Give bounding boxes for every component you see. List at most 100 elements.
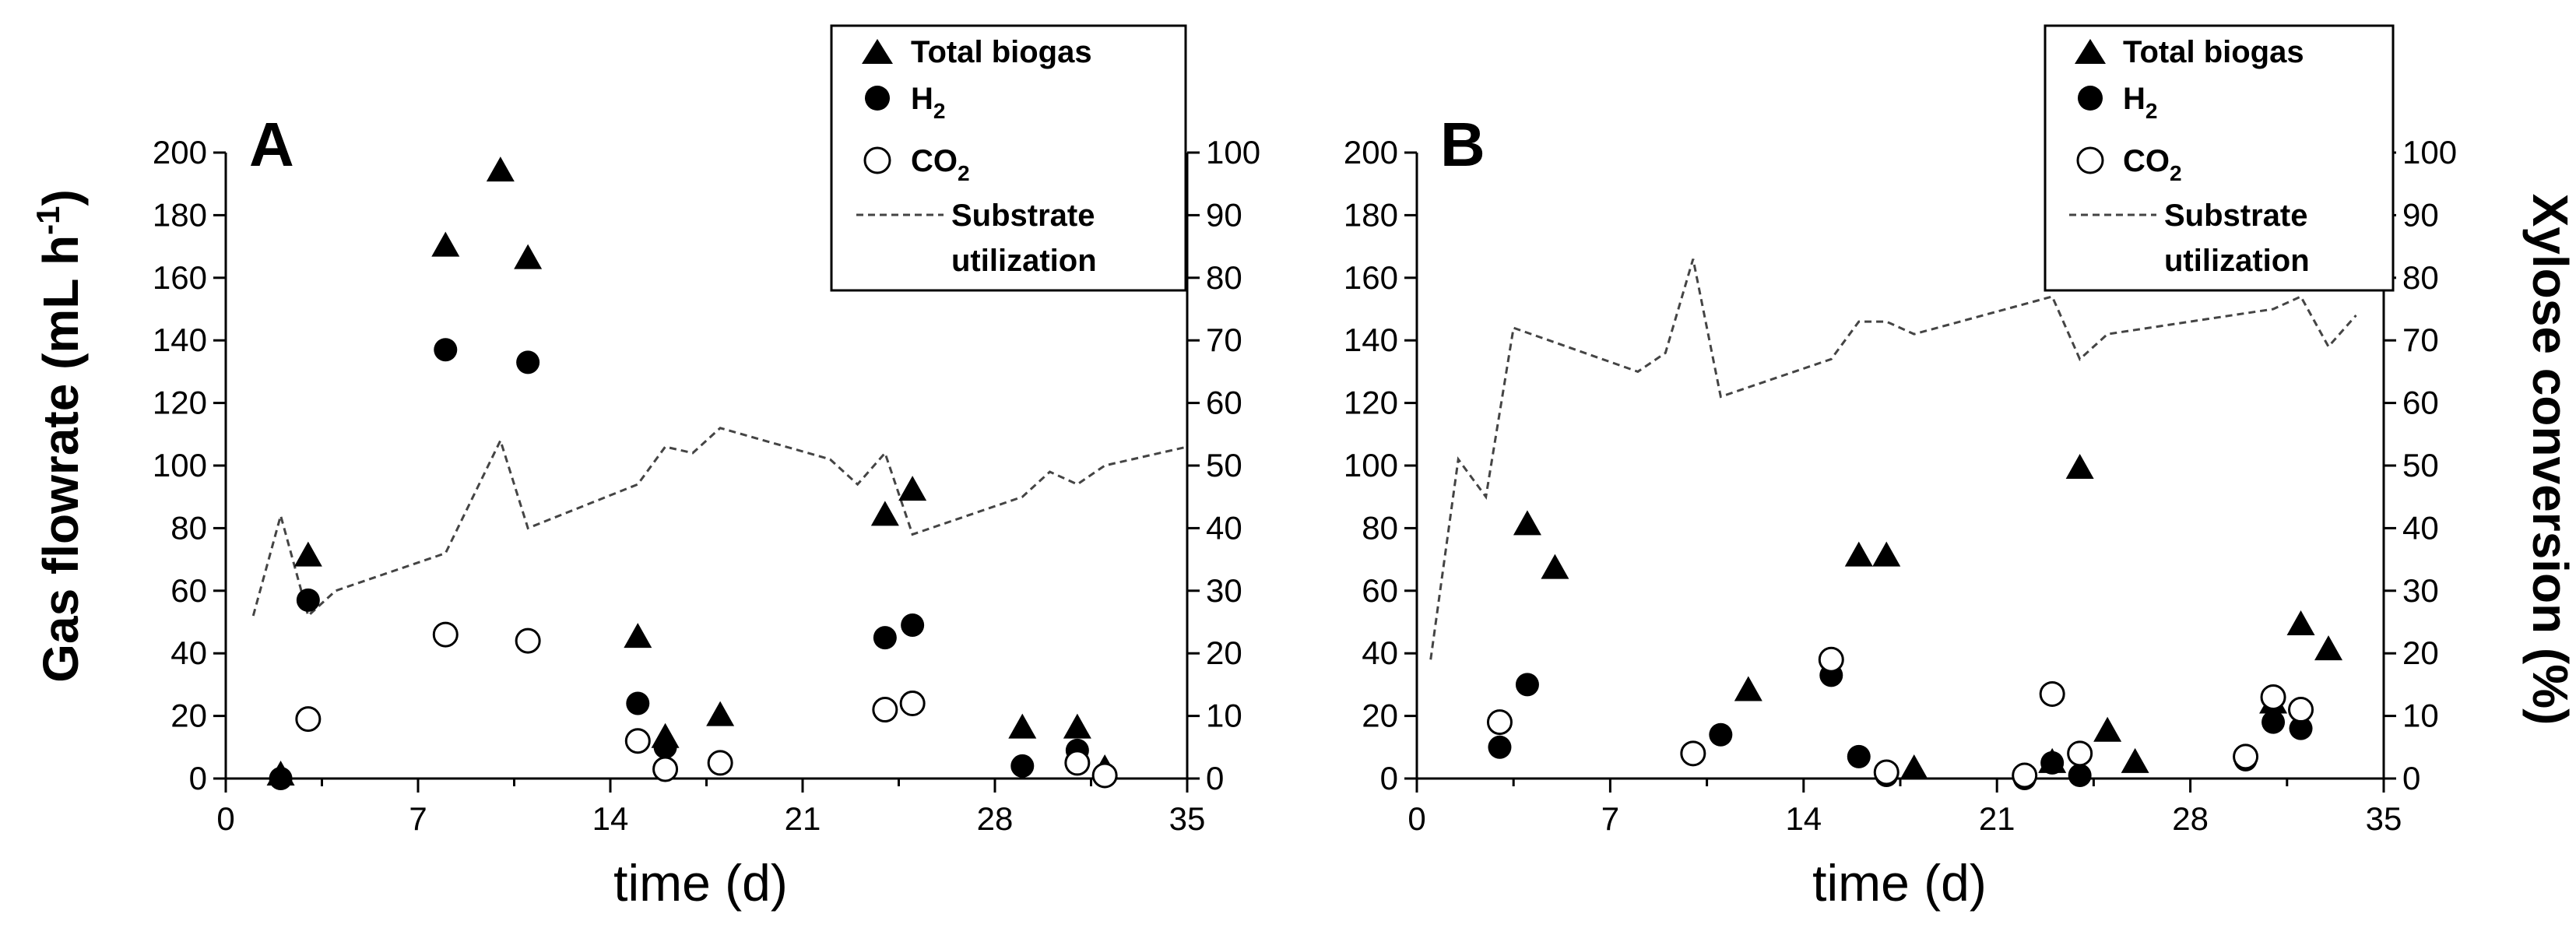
y-left-tick-label: 180: [1344, 196, 1398, 233]
total-biogas-point: [2093, 716, 2122, 742]
panel-a-ticks: 0 7 14 21 28 35020406080100120140160180200010…: [153, 134, 1260, 837]
y-right-tick-label: 70: [1206, 322, 1242, 358]
h2-point: [901, 613, 925, 638]
y-right-tick-label: 100: [2402, 134, 2457, 170]
substrate-utilization-line: [1429, 258, 2357, 660]
x-tick-label: 21: [1979, 800, 2015, 837]
co2-point: [2260, 684, 2286, 710]
y-right-tick-label: 10: [2402, 698, 2439, 734]
co2-point: [1680, 740, 1706, 767]
h2-point: [1709, 722, 1733, 747]
y-right-tick-label: 100: [1206, 134, 1260, 170]
total-biogas-point: [1844, 541, 1873, 567]
co2-point: [1064, 750, 1091, 776]
y-right-tick-label: 0: [2402, 760, 2420, 796]
panel-b-ticks: 0 7 14 21 28 35020406080100120140160180200010…: [1344, 134, 2457, 837]
total-biogas-point: [486, 156, 515, 182]
y-right-tick-label: 40: [2402, 509, 2439, 546]
total-biogas-point: [2286, 610, 2315, 636]
y-right-tick-label: 40: [1206, 509, 1242, 546]
y-right-tick-label: 60: [1206, 385, 1242, 421]
panel-a: 0 7 14 21 28 35020406080100120140160180200010…: [30, 24, 1260, 912]
legend-label-co2: CO2: [2123, 144, 2182, 185]
legend-label-substrate: Substrate: [2164, 199, 2308, 233]
y-left-tick-label: 180: [153, 196, 207, 233]
legend-label-co2: CO2: [911, 144, 970, 185]
panel-b-legend: Total biogas H2 CO2 Substrate utilizatio…: [2044, 24, 2395, 292]
total-biogas-point: [870, 501, 899, 526]
legend-filled-circle-marker: [865, 86, 890, 111]
total-biogas-point: [1899, 754, 1928, 779]
x-tick-label: 7: [1601, 800, 1619, 837]
co2-point: [899, 691, 926, 717]
total-biogas-point: [1513, 510, 1541, 536]
co2-point: [2288, 697, 2314, 723]
svg-text:Gas flowrate (mL h-1): Gas flowrate (mL h-1): [30, 189, 89, 683]
y-left-tick-label: 100: [1344, 447, 1398, 483]
legend-label-h2: H2: [2123, 82, 2157, 123]
total-biogas-point: [1541, 554, 1569, 579]
h2-point: [2289, 716, 2313, 740]
total-biogas-point: [1872, 541, 1901, 567]
y-left-tick-label: 140: [153, 322, 207, 358]
x-tick-label: 28: [2172, 800, 2209, 837]
y-right-tick-label: 30: [1206, 572, 1242, 609]
legend-filled-circle-marker: [2078, 86, 2103, 111]
x-tick-label: 35: [1169, 800, 1206, 837]
y-left-tick-label: 20: [170, 698, 207, 734]
x-tick-label: 35: [2366, 800, 2402, 837]
co2-point: [2012, 762, 2038, 789]
y-left-tick-label: 160: [1344, 259, 1398, 296]
co2-point: [1873, 759, 1899, 786]
y-left-tick-label: 80: [170, 509, 207, 546]
y-right-tick-label: 70: [2402, 322, 2439, 358]
x-tick-label: 21: [785, 800, 821, 837]
y-left-tick-label: 60: [170, 572, 207, 609]
h2-point: [296, 588, 320, 612]
y-left-tick-label: 100: [153, 447, 207, 483]
panel-a-legend: Total biogas H2 CO2 Substrate utilizatio…: [830, 24, 1187, 292]
y-right-tick-label: 80: [1206, 259, 1242, 296]
h2-point: [626, 691, 650, 715]
panel-b: 0 7 14 21 28 35020406080100120140160180200010…: [1344, 24, 2576, 912]
y-left-tick-label: 40: [170, 634, 207, 671]
h2-point: [434, 338, 458, 362]
co2-point: [652, 756, 679, 782]
x-tick-label: 0: [1407, 800, 1425, 837]
legend-label-substrate: Substrate: [951, 199, 1095, 233]
legend-triangle-marker: [2075, 39, 2106, 64]
co2-point: [2067, 740, 2093, 767]
y-left-tick-label: 80: [1362, 509, 1398, 546]
x-tick-label: 0: [216, 800, 234, 837]
total-biogas-point: [293, 541, 322, 567]
panel-b-points: [1486, 454, 2343, 790]
legend-label-total-biogas: Total biogas: [911, 35, 1092, 69]
legend-open-circle-marker: [863, 146, 891, 174]
x-tick-label: 14: [1785, 800, 1822, 837]
y-left-tick-label: 160: [153, 259, 207, 296]
legend-label-total-biogas: Total biogas: [2123, 35, 2304, 69]
y-right-tick-label: 50: [2402, 447, 2439, 483]
y-right-tick-label: 30: [2402, 572, 2439, 609]
y-left-tick-label: 120: [1344, 385, 1398, 421]
co2-point: [1091, 762, 1118, 789]
y-left-tick-label: 200: [153, 134, 207, 170]
y-left-tick-label: 40: [1362, 634, 1398, 671]
h2-point: [2040, 750, 2065, 775]
h2-point: [873, 626, 897, 650]
total-biogas-point: [706, 701, 735, 726]
co2-point: [872, 697, 898, 723]
svg-text:Xylose conversion (%): Xylose conversion (%): [2522, 194, 2576, 726]
panel-a-points: [266, 156, 1119, 790]
h2-point: [1488, 735, 1512, 759]
y-right-tick-label: 20: [2402, 634, 2439, 671]
panel-b-letter: B: [1440, 110, 1485, 179]
panel-b-substrate-line: [1429, 258, 2357, 660]
y-right-tick-label: 10: [1206, 698, 1242, 734]
panel-a-y-title: Gas flowrate (mL h-1): [30, 189, 89, 683]
y-left-tick-label: 60: [1362, 572, 1398, 609]
total-biogas-point: [2121, 747, 2149, 773]
co2-point: [624, 728, 651, 754]
total-biogas-point: [624, 623, 652, 649]
